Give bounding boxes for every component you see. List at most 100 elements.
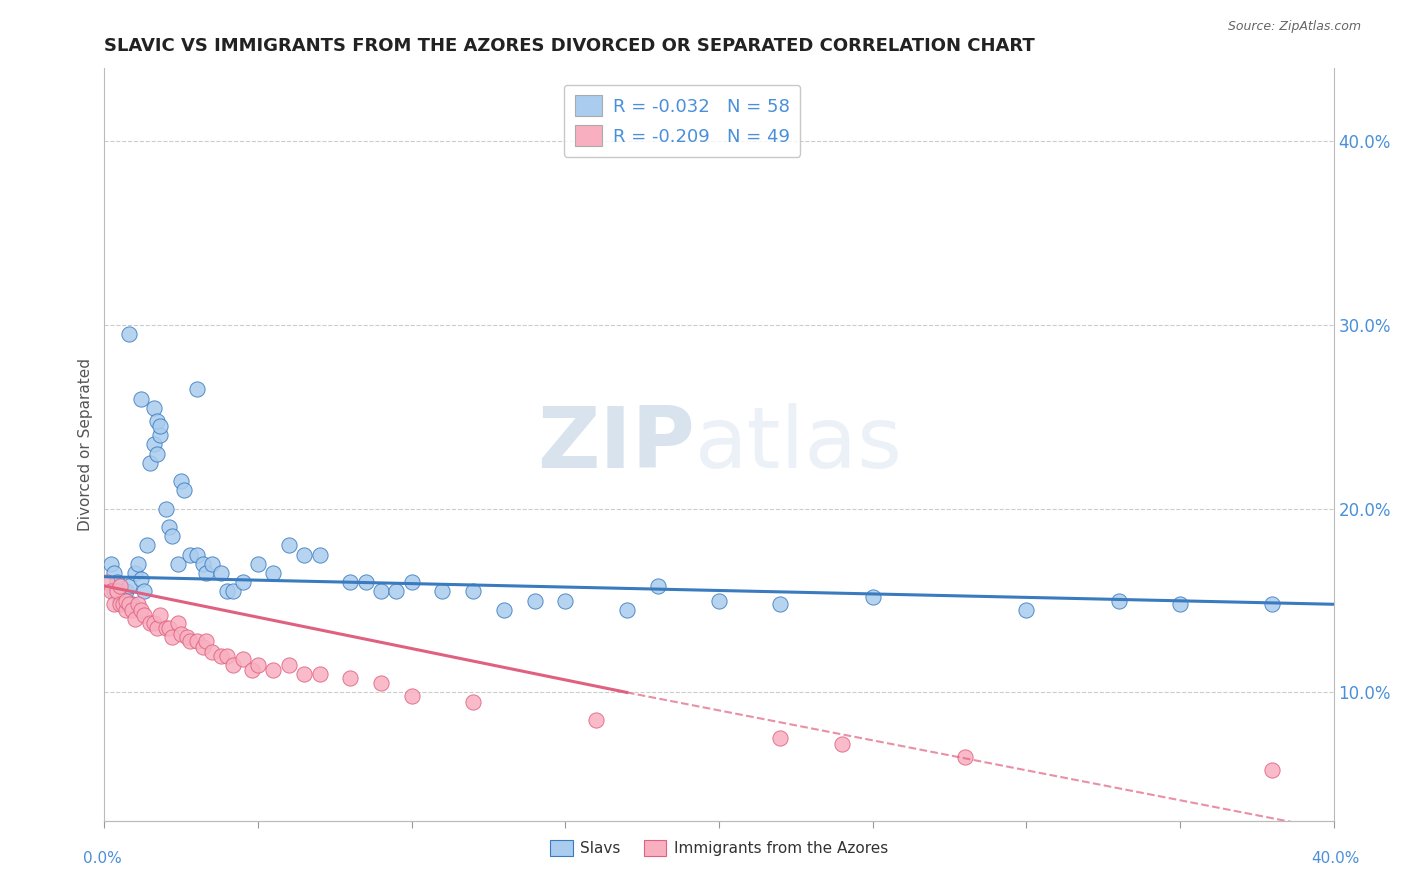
Point bbox=[129, 572, 152, 586]
Point bbox=[160, 630, 183, 644]
Point bbox=[432, 584, 454, 599]
Point bbox=[308, 667, 330, 681]
Point bbox=[145, 414, 167, 428]
Y-axis label: Divorced or Separated: Divorced or Separated bbox=[79, 358, 93, 531]
Point bbox=[105, 584, 128, 599]
Point bbox=[247, 657, 270, 672]
Point bbox=[115, 584, 138, 599]
Point bbox=[209, 566, 232, 580]
Point bbox=[115, 603, 138, 617]
Point bbox=[160, 529, 183, 543]
Point bbox=[232, 575, 254, 590]
Point bbox=[277, 657, 299, 672]
Point bbox=[142, 615, 165, 630]
Point bbox=[217, 584, 239, 599]
Point bbox=[139, 456, 162, 470]
Point bbox=[167, 557, 190, 571]
Point bbox=[554, 593, 576, 607]
Point bbox=[103, 597, 125, 611]
Point bbox=[191, 557, 214, 571]
Point bbox=[124, 612, 146, 626]
Point bbox=[111, 590, 134, 604]
Point bbox=[96, 575, 118, 590]
Text: atlas: atlas bbox=[695, 403, 903, 486]
Point bbox=[194, 566, 217, 580]
Point bbox=[222, 657, 245, 672]
Point bbox=[100, 557, 122, 571]
Point bbox=[186, 548, 208, 562]
Point bbox=[179, 548, 201, 562]
Point bbox=[149, 608, 172, 623]
Point bbox=[155, 621, 177, 635]
Point bbox=[523, 593, 546, 607]
Point bbox=[585, 713, 607, 727]
Point bbox=[157, 520, 180, 534]
Point bbox=[118, 327, 141, 342]
Point bbox=[354, 575, 377, 590]
Point bbox=[149, 419, 172, 434]
Point bbox=[385, 584, 408, 599]
Point bbox=[862, 590, 884, 604]
Point bbox=[339, 575, 361, 590]
Point bbox=[134, 584, 156, 599]
Point bbox=[1261, 763, 1284, 777]
Point bbox=[100, 584, 122, 599]
Point bbox=[127, 557, 149, 571]
Point bbox=[191, 640, 214, 654]
Text: 40.0%: 40.0% bbox=[1312, 851, 1360, 865]
Point bbox=[217, 648, 239, 663]
Point bbox=[1015, 603, 1038, 617]
Point bbox=[292, 667, 315, 681]
Point bbox=[339, 671, 361, 685]
Point bbox=[176, 630, 198, 644]
Point bbox=[209, 648, 232, 663]
Point bbox=[401, 689, 423, 703]
Point bbox=[121, 603, 143, 617]
Text: ZIP: ZIP bbox=[537, 403, 695, 486]
Point bbox=[262, 664, 284, 678]
Point bbox=[108, 579, 131, 593]
Point bbox=[769, 731, 792, 746]
Point bbox=[139, 615, 162, 630]
Point bbox=[292, 548, 315, 562]
Point bbox=[118, 579, 141, 593]
Point bbox=[170, 626, 193, 640]
Point bbox=[155, 501, 177, 516]
Point bbox=[492, 603, 515, 617]
Point bbox=[173, 483, 195, 498]
Point bbox=[127, 597, 149, 611]
Point bbox=[121, 597, 143, 611]
Point bbox=[157, 621, 180, 635]
Point bbox=[186, 634, 208, 648]
Point bbox=[108, 593, 131, 607]
Point bbox=[115, 593, 138, 607]
Point bbox=[201, 645, 224, 659]
Point bbox=[647, 579, 669, 593]
Point bbox=[831, 737, 853, 751]
Point bbox=[262, 566, 284, 580]
Point bbox=[134, 608, 156, 623]
Point bbox=[707, 593, 730, 607]
Point bbox=[103, 566, 125, 580]
Point bbox=[105, 575, 128, 590]
Point bbox=[105, 584, 128, 599]
Point bbox=[186, 383, 208, 397]
Point bbox=[240, 664, 263, 678]
Point bbox=[616, 603, 638, 617]
Point bbox=[463, 584, 485, 599]
Point bbox=[129, 392, 152, 406]
Point bbox=[111, 597, 134, 611]
Point bbox=[308, 548, 330, 562]
Point bbox=[108, 597, 131, 611]
Point bbox=[201, 557, 224, 571]
Point bbox=[170, 474, 193, 488]
Point bbox=[145, 621, 167, 635]
Point bbox=[247, 557, 270, 571]
Point bbox=[370, 676, 392, 690]
Point bbox=[194, 634, 217, 648]
Point bbox=[232, 652, 254, 666]
Point bbox=[124, 566, 146, 580]
Point bbox=[222, 584, 245, 599]
Point bbox=[149, 428, 172, 442]
Point bbox=[370, 584, 392, 599]
